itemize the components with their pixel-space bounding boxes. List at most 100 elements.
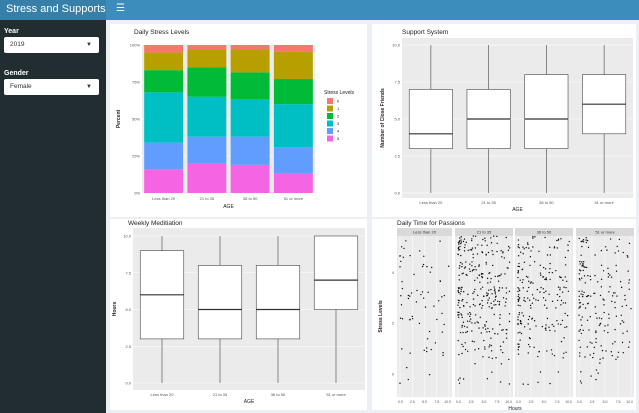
data-point: [558, 276, 561, 278]
data-point: [533, 346, 535, 349]
data-point: [563, 337, 565, 339]
data-point: [460, 236, 463, 238]
data-point: [399, 255, 401, 257]
data-point: [589, 316, 592, 318]
data-point: [600, 278, 603, 280]
legend-label: 4: [337, 129, 340, 134]
data-point: [527, 383, 529, 386]
data-point: [457, 314, 459, 316]
data-point: [607, 276, 610, 278]
x-tick-label: 7.5: [434, 400, 439, 404]
year-select[interactable]: 2019 ▼: [4, 37, 99, 53]
data-point: [481, 304, 484, 307]
data-point: [612, 343, 614, 345]
data-point: [517, 353, 520, 355]
data-point: [536, 288, 539, 291]
data-point: [409, 352, 411, 354]
data-point: [469, 315, 471, 318]
data-point: [457, 291, 460, 293]
data-point: [458, 382, 461, 384]
data-point: [558, 295, 561, 298]
legend-label: 1: [337, 106, 340, 111]
data-point: [458, 353, 460, 356]
data-point: [603, 330, 606, 332]
data-point: [517, 349, 519, 351]
data-point: [545, 329, 547, 331]
data-point: [469, 306, 471, 308]
data-point: [465, 261, 467, 263]
bar-segment-level-2: [187, 67, 227, 97]
data-point: [482, 356, 484, 358]
data-point: [508, 383, 511, 385]
data-point: [490, 237, 492, 239]
data-point: [466, 320, 469, 322]
data-point: [592, 356, 594, 359]
data-point: [611, 300, 613, 303]
data-point: [504, 305, 506, 307]
data-point: [518, 313, 520, 316]
data-point: [484, 237, 486, 239]
data-point: [605, 350, 607, 352]
data-point: [471, 330, 473, 332]
box: [313, 235, 359, 310]
data-point: [542, 266, 545, 269]
data-point: [474, 279, 476, 282]
y-tick-label: 7.5: [125, 270, 131, 275]
data-point: [533, 320, 536, 322]
data-point: [484, 346, 486, 348]
data-point: [457, 339, 459, 342]
bar-segment-level-4: [144, 142, 184, 170]
data-point: [609, 238, 612, 240]
data-point: [585, 266, 588, 269]
data-point: [459, 377, 461, 379]
data-point: [598, 324, 601, 326]
data-point: [399, 317, 402, 319]
data-point: [482, 327, 484, 329]
data-point: [492, 328, 494, 330]
data-point: [619, 281, 622, 283]
data-point: [517, 322, 519, 325]
data-point: [628, 279, 631, 281]
data-point: [579, 263, 581, 265]
data-point: [578, 330, 580, 332]
data-point: [457, 302, 460, 304]
data-point: [581, 245, 583, 248]
data-point: [505, 328, 508, 331]
data-point: [518, 288, 520, 290]
x-tick-label: 7.5: [616, 400, 621, 404]
data-point: [524, 300, 526, 303]
data-point: [590, 295, 592, 297]
data-point: [463, 325, 466, 328]
data-point: [628, 288, 630, 290]
bar-segment-level-3: [230, 99, 270, 137]
data-point: [477, 348, 480, 350]
data-point: [529, 264, 531, 267]
data-point: [488, 306, 490, 308]
bar-segment-level-4: [273, 147, 313, 174]
x-axis-label: AGE: [223, 204, 234, 210]
legend-swatch-2: [327, 113, 333, 119]
data-point: [588, 329, 590, 331]
hamburger-icon[interactable]: ☰: [116, 3, 125, 14]
bar-segment-level-1: [144, 52, 184, 71]
data-point: [481, 307, 483, 309]
data-point: [461, 343, 463, 346]
data-point: [467, 293, 469, 296]
data-point: [519, 305, 521, 307]
data-point: [522, 383, 524, 385]
data-point: [600, 286, 603, 288]
data-point: [546, 307, 548, 309]
data-point: [517, 332, 519, 334]
data-point: [549, 262, 551, 265]
data-point: [492, 253, 494, 256]
data-point: [508, 247, 511, 249]
data-point: [521, 268, 524, 271]
data-point: [582, 303, 584, 306]
data-point: [462, 291, 465, 293]
data-point: [463, 238, 466, 240]
data-point: [549, 382, 551, 385]
data-point: [542, 297, 545, 299]
data-point: [457, 249, 460, 251]
data-point: [505, 337, 508, 339]
gender-select[interactable]: Female ▼: [4, 79, 99, 95]
